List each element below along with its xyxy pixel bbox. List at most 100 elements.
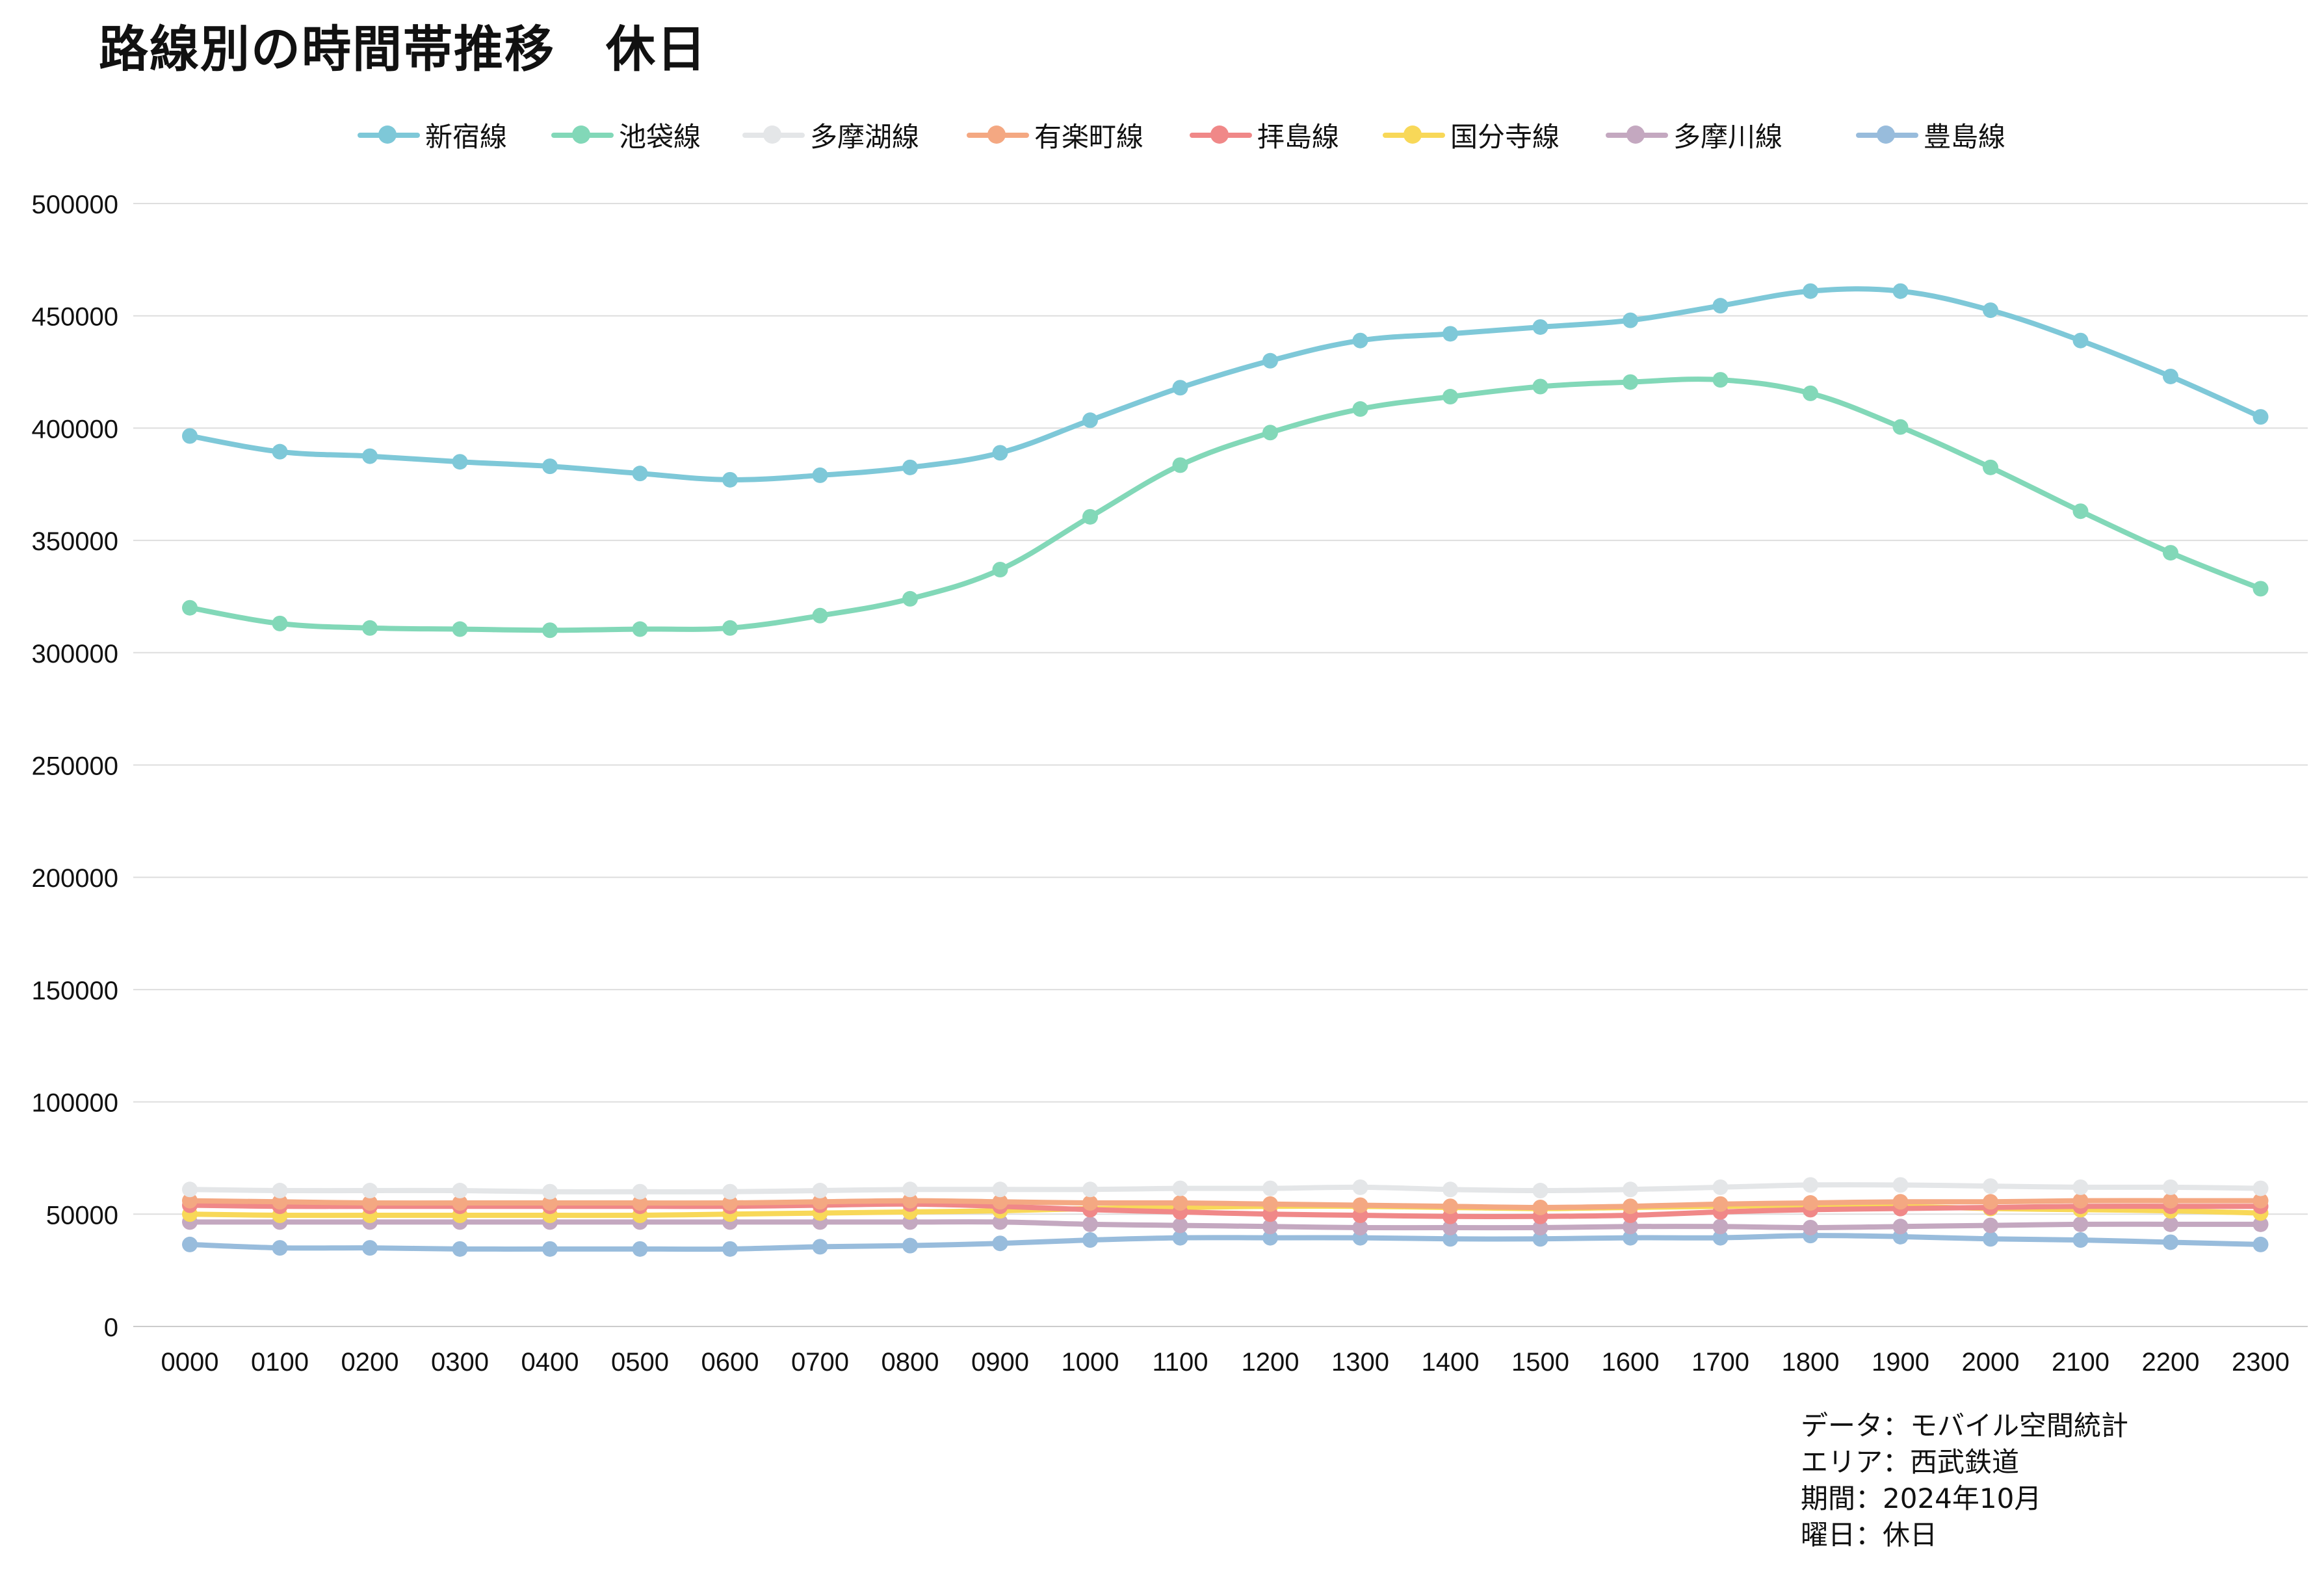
x-tick-label: 0600 <box>701 1348 759 1377</box>
data-point <box>722 620 738 636</box>
data-point <box>722 1183 738 1200</box>
data-point <box>1983 302 1998 319</box>
series-3 <box>182 1177 2269 1200</box>
data-point <box>722 1241 738 1257</box>
x-tick-label: 1600 <box>1602 1348 1660 1377</box>
data-point <box>2163 1193 2178 1209</box>
data-point <box>1532 1199 1548 1215</box>
data-point <box>542 458 558 475</box>
y-tick-label: 200000 <box>32 864 118 893</box>
legend-label: 池袋線 <box>619 120 701 153</box>
y-tick-label: 300000 <box>32 640 118 668</box>
data-point <box>1623 1198 1638 1215</box>
data-point <box>632 621 648 637</box>
data-point <box>182 1236 198 1252</box>
data-point <box>1623 1230 1638 1246</box>
data-point <box>2163 545 2178 561</box>
x-tick-label: 0900 <box>971 1348 1029 1377</box>
legend-swatch <box>551 125 614 144</box>
legend-item: 新宿線 <box>358 112 507 157</box>
data-point <box>1532 1231 1548 1247</box>
data-point <box>362 448 378 464</box>
data-source-note: データ：モバイル空間統計 エリア：西武鉄道 期間：2024年10月 曜日：休日 <box>1801 1408 2128 1553</box>
data-point <box>542 1183 558 1200</box>
x-tick-label: 2200 <box>2142 1348 2200 1377</box>
data-point <box>362 1240 378 1256</box>
data-point <box>992 1181 1008 1198</box>
data-point <box>992 445 1008 461</box>
data-point <box>722 471 738 488</box>
data-point <box>1443 389 1458 405</box>
data-point <box>1532 378 1548 395</box>
data-point <box>2252 409 2269 425</box>
x-tick-label: 2300 <box>2232 1348 2290 1377</box>
data-point <box>272 1194 288 1210</box>
data-point <box>1892 1219 1909 1235</box>
data-point <box>272 615 288 631</box>
data-point <box>1892 283 1909 299</box>
data-point <box>812 1239 828 1255</box>
data-point <box>452 1241 468 1257</box>
x-tick-label: 0100 <box>251 1348 309 1377</box>
data-point <box>452 1195 468 1211</box>
series-line <box>187 1198 2264 1210</box>
data-point <box>2072 1232 2089 1248</box>
data-point <box>1352 1220 1368 1236</box>
footnote-period: 期間：2024年10月 <box>1801 1483 2042 1514</box>
data-point <box>1172 380 1188 396</box>
x-tick-label: 0800 <box>881 1348 939 1377</box>
data-point <box>1262 1219 1278 1235</box>
data-point <box>812 467 828 483</box>
x-tick-label: 1200 <box>1242 1348 1299 1377</box>
data-point <box>182 1181 198 1198</box>
series-8 <box>182 1228 2269 1257</box>
data-point <box>1803 283 1818 299</box>
data-point <box>2072 503 2089 520</box>
data-point <box>1803 1195 1818 1211</box>
x-tick-label: 1700 <box>1691 1348 1749 1377</box>
y-tick-label: 250000 <box>32 752 118 781</box>
legend-label: 多摩湖線 <box>810 120 920 153</box>
data-point <box>1892 1177 1909 1193</box>
series-4 <box>182 1193 2269 1215</box>
data-point <box>2072 332 2089 349</box>
legend-label: 豊島線 <box>1924 120 2006 153</box>
data-point <box>1352 401 1368 417</box>
data-point <box>1892 419 1909 435</box>
data-point <box>812 1194 828 1210</box>
data-point <box>632 1195 648 1211</box>
legend-swatch <box>967 125 1029 144</box>
legend-label: 新宿線 <box>425 120 508 153</box>
legend-item: 有楽町線 <box>967 112 1143 157</box>
data-point <box>1443 1231 1458 1247</box>
data-point <box>542 1195 558 1211</box>
data-point <box>1172 1195 1188 1211</box>
x-tick-label: 1300 <box>1331 1348 1389 1377</box>
data-point <box>812 1183 828 1199</box>
data-point <box>452 454 468 470</box>
data-point <box>2163 1234 2178 1250</box>
x-tick-label: 1100 <box>1152 1348 1208 1377</box>
series-line <box>187 1201 2264 1219</box>
data-point <box>2252 581 2269 597</box>
data-point <box>2072 1179 2089 1195</box>
x-tick-label: 0500 <box>611 1348 669 1377</box>
footnote-day: 曜日：休日 <box>1801 1519 1938 1551</box>
legend-item: 池袋線 <box>551 112 701 157</box>
data-point <box>1172 1230 1188 1246</box>
data-point <box>2163 1216 2178 1232</box>
legend-swatch <box>1383 125 1445 144</box>
data-point <box>1352 1179 1368 1195</box>
data-point <box>902 1193 918 1209</box>
legend-swatch <box>358 125 420 144</box>
data-point <box>1262 352 1278 369</box>
data-point <box>2163 1179 2178 1195</box>
data-point <box>1712 1179 1729 1195</box>
legend-label: 多摩川線 <box>1673 120 1783 153</box>
data-point <box>632 1241 648 1257</box>
data-point <box>902 1237 918 1254</box>
data-point <box>1443 1198 1458 1215</box>
legend-item: 豊島線 <box>1856 112 2005 157</box>
data-point <box>1082 412 1098 429</box>
data-point <box>2252 1216 2269 1232</box>
